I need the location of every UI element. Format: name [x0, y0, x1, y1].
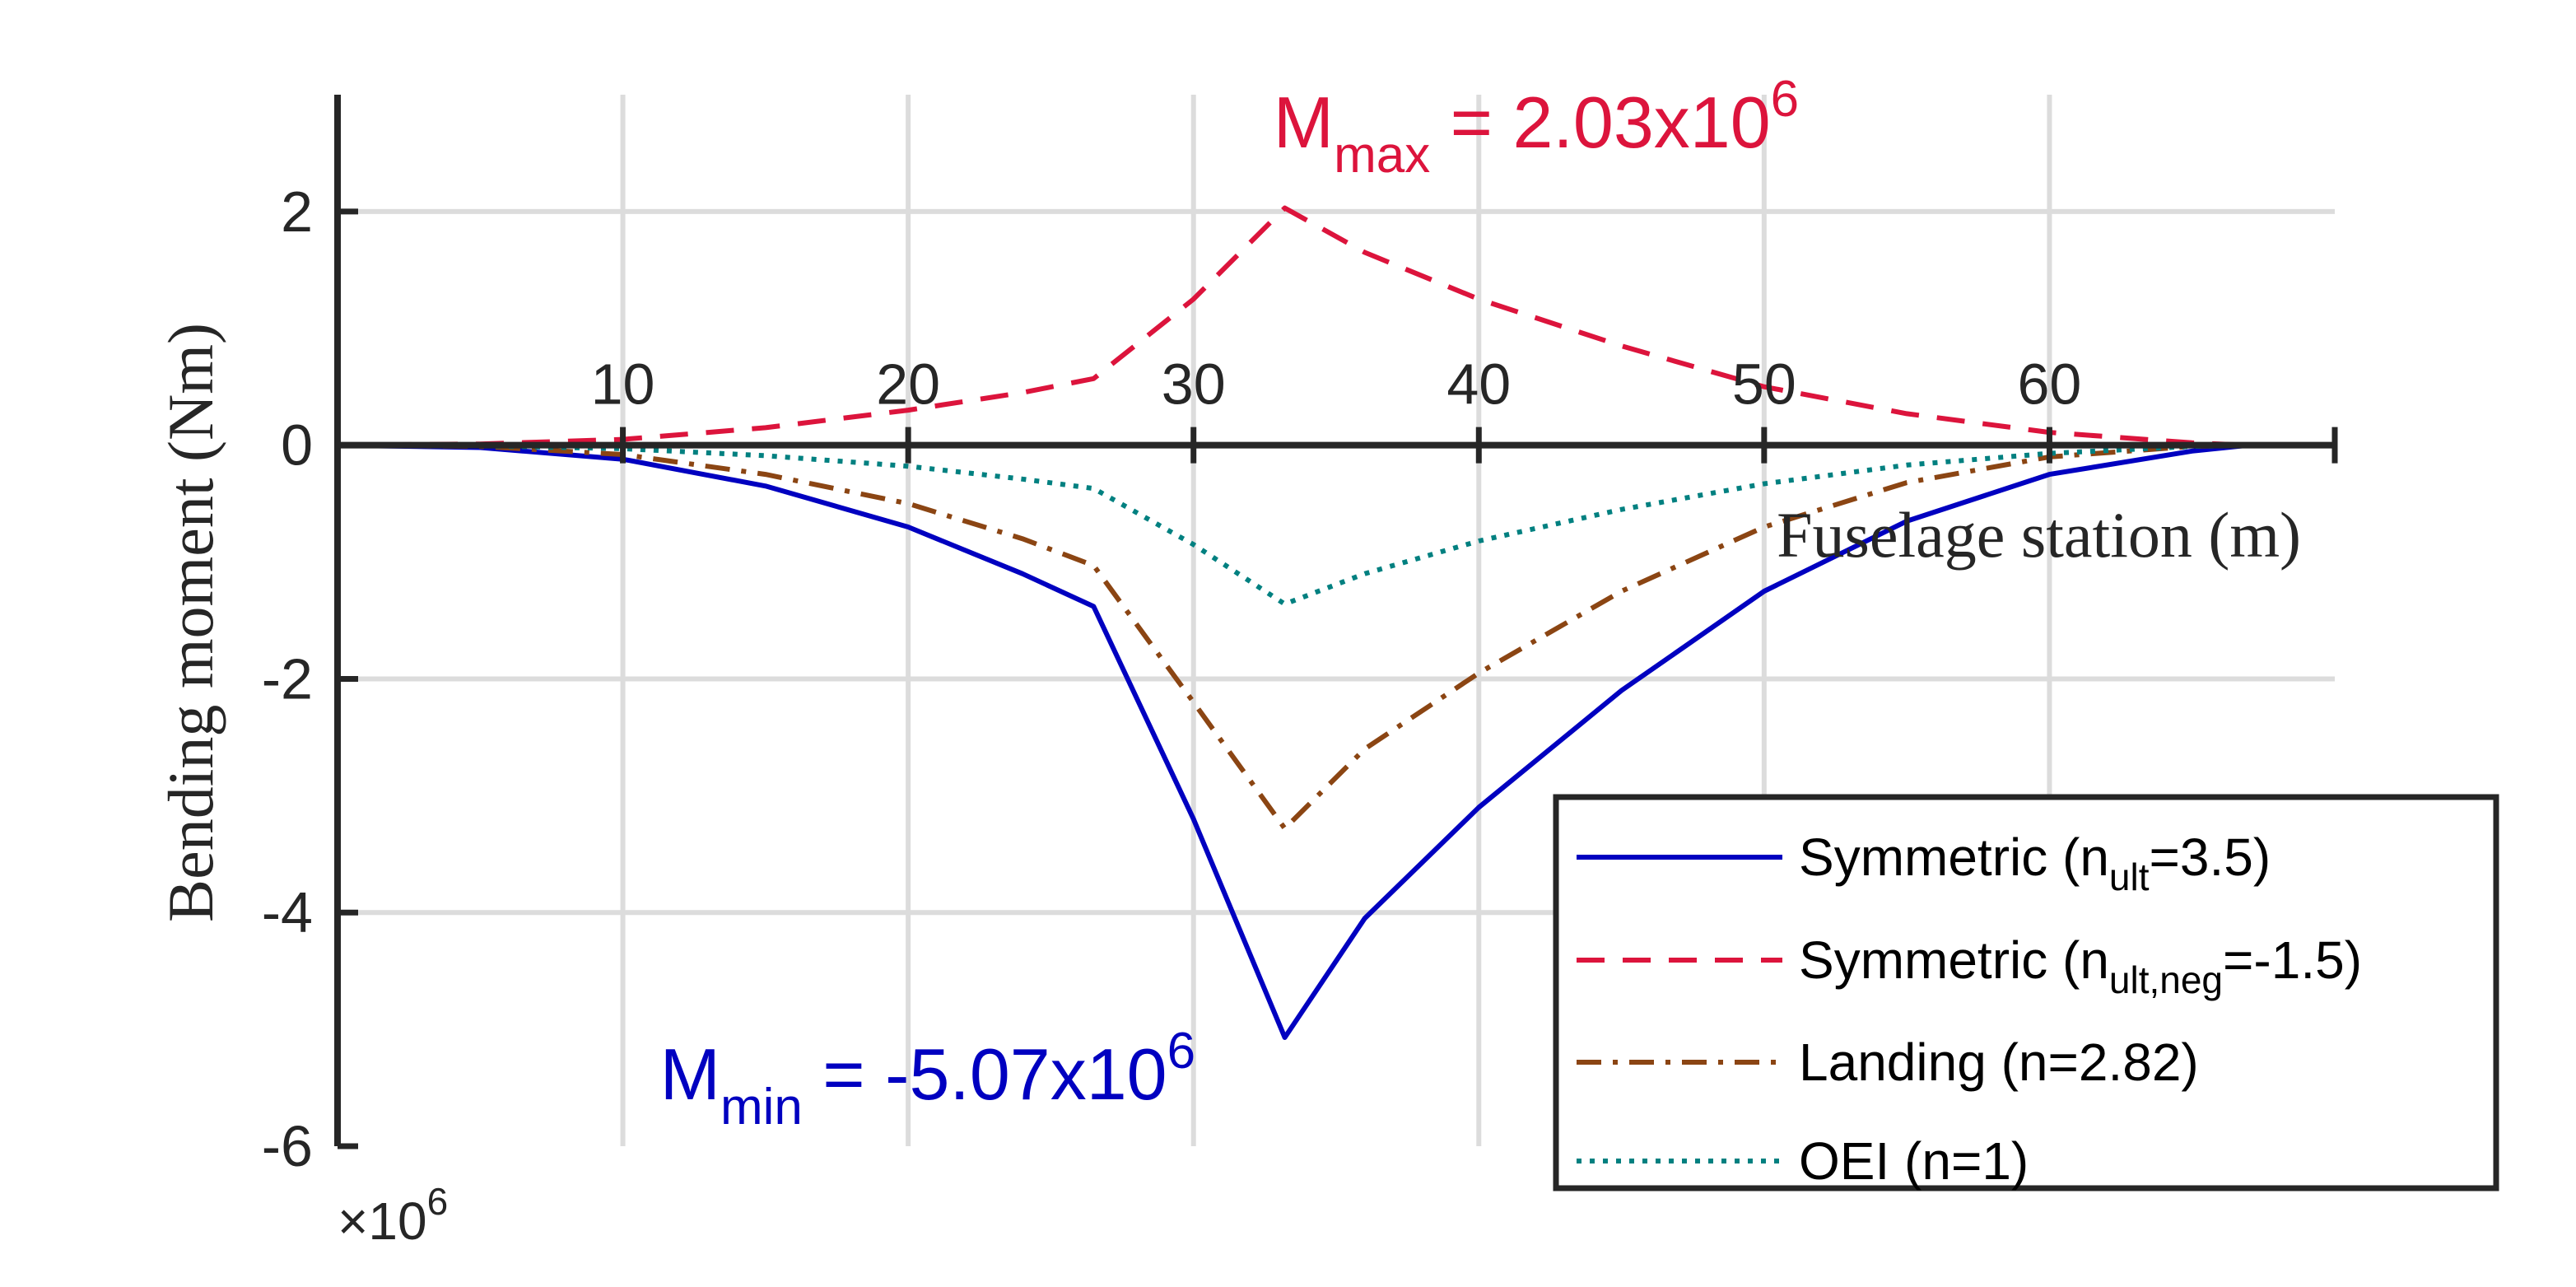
- annotation-sub: max: [1334, 127, 1430, 184]
- x-tick-label: 10: [591, 352, 655, 417]
- y-tick-label: 0: [281, 413, 313, 478]
- legend-label-0: Symmetric (nult=3.5): [1799, 828, 2271, 898]
- y-tick-label: -6: [262, 1114, 313, 1178]
- plot-series: [337, 205, 2335, 1040]
- series-line-2: [337, 442, 2335, 832]
- annotation-sub: min: [720, 1079, 803, 1135]
- y-tick-label: -2: [262, 646, 313, 711]
- legend-box: [1553, 794, 2499, 1191]
- x-tick-label: 60: [2017, 352, 2081, 417]
- annotation-exponent: 6: [1771, 71, 1799, 128]
- annotation-exponent: 6: [1167, 1023, 1195, 1079]
- axes: [334, 95, 2335, 1146]
- legend-label-2: Landing (n=2.82): [1799, 1033, 2199, 1092]
- x-axis-label: Fuselage station (m): [1777, 499, 2301, 571]
- x-tick-label: 40: [1446, 352, 1511, 417]
- annotation-value: = 2.03x10: [1430, 82, 1770, 163]
- y-axis-label: Bending moment (Nm): [155, 323, 226, 922]
- legend-label-1: Symmetric (nult,neg=-1.5): [1799, 930, 2362, 1001]
- annotation-value: = -5.07x10: [803, 1033, 1167, 1115]
- x-tick-label: 50: [1732, 352, 1796, 417]
- y-exponent-power: 6: [427, 1180, 449, 1223]
- y-tick-label: 2: [281, 180, 313, 244]
- y-axis-exponent: ×106: [338, 1180, 448, 1251]
- x-tick-label: 30: [1162, 352, 1226, 417]
- annotation-main: M: [660, 1033, 720, 1115]
- y-exponent-base: ×10: [338, 1191, 427, 1251]
- series-line-0: [337, 442, 2335, 1040]
- annotation-max: Mmax = 2.03x106: [1274, 71, 1799, 184]
- annotation-main: M: [1274, 82, 1334, 163]
- legend-label-3: OEI (n=1): [1799, 1131, 2029, 1191]
- annotation-min: Mmin = -5.07x106: [660, 1023, 1195, 1135]
- series-line-1: [337, 205, 2335, 448]
- x-tick-label: 20: [876, 352, 940, 417]
- tick-labels: 10 20 30 40 50 60 -6 -4 -2 0 2: [262, 180, 2338, 1178]
- y-tick-label: -4: [262, 880, 313, 944]
- legend: Symmetric (nult=3.5) Symmetric (nult,neg=…: [1553, 794, 2499, 1191]
